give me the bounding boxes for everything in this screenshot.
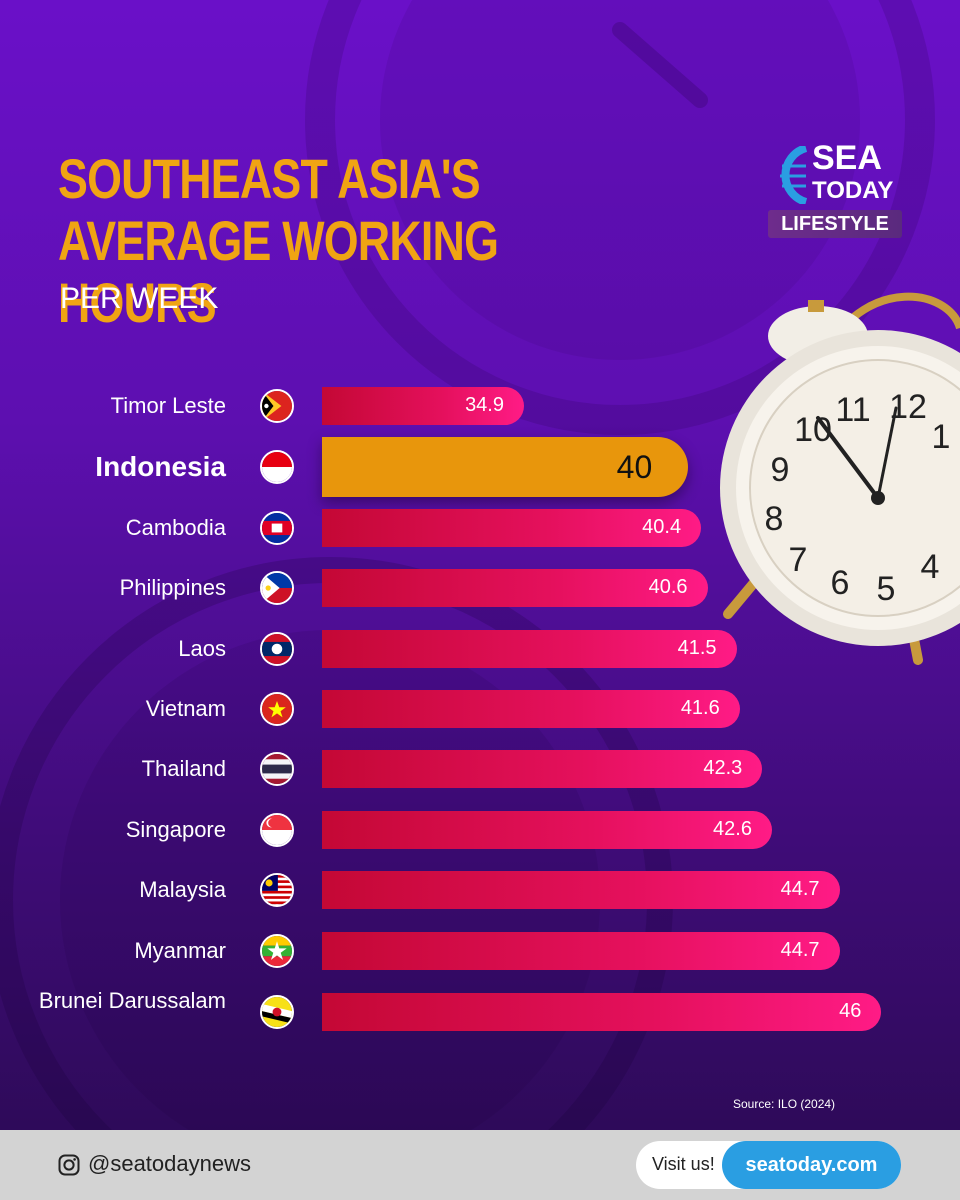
page-title: SOUTHEAST ASIA'S AVERAGE WORKING HOURS [58, 147, 499, 334]
social-handle[interactable]: @seatodaynews [88, 1151, 251, 1176]
svg-text:4: 4 [921, 548, 940, 586]
globe-icon [780, 146, 808, 204]
philippines-flag-icon [260, 571, 294, 605]
svg-text:8: 8 [765, 500, 784, 538]
alarm-clock-illustration: 12 1 10 11 9 8 7 6 5 4 [720, 292, 960, 665]
data-label: 40.4 [642, 516, 682, 538]
data-label: 34.9 [465, 394, 504, 416]
bar [322, 387, 524, 425]
instagram-icon[interactable] [58, 1154, 80, 1176]
category-label: Singapore [125, 817, 226, 842]
data-label: 44.7 [780, 878, 820, 900]
bar [322, 509, 702, 547]
category-label: Philippines [119, 575, 226, 600]
category-label: Indonesia [95, 451, 226, 482]
cambodia-flag-icon [260, 511, 294, 545]
bar [322, 690, 740, 728]
category-label: Cambodia [125, 515, 226, 540]
category-label: Thailand [141, 756, 226, 781]
svg-text:1: 1 [932, 418, 951, 456]
timor-leste-flag-icon [260, 389, 294, 423]
bar [322, 811, 772, 849]
brunei-flag-icon [260, 995, 294, 1029]
category-label: Brunei Darussalam [38, 988, 226, 1013]
data-label: 40.6 [648, 576, 688, 598]
data-label: 44.7 [780, 939, 820, 961]
data-label: 42.6 [713, 818, 752, 840]
category-label: Myanmar [134, 938, 226, 963]
page-subtitle: PER WEEK [60, 282, 219, 315]
visit-us-pill: Visit us! seatoday.com [636, 1141, 901, 1189]
bar [322, 932, 840, 970]
bar [322, 993, 882, 1031]
logo-today-text: TODAY [812, 177, 894, 204]
svg-text:5: 5 [877, 570, 896, 608]
data-label: 42.3 [703, 757, 743, 779]
vietnam-flag-icon [260, 692, 294, 726]
malaysia-flag-icon [260, 873, 294, 907]
bar-chart: Timor Leste 34.9 Indonesia 40 Cambodia 40.4 Ph… [38, 387, 882, 1031]
logo-sea-text: SEA [812, 139, 882, 177]
data-label: 40 [616, 449, 653, 485]
svg-text:11: 11 [835, 391, 870, 429]
category-label: Timor Leste [110, 393, 226, 418]
lifestyle-tag: LIFESTYLE [768, 210, 902, 238]
category-label: Malaysia [139, 877, 226, 902]
website-link-button[interactable]: seatoday.com [722, 1141, 901, 1189]
indonesia-flag-icon [260, 450, 294, 484]
laos-flag-icon [260, 632, 294, 666]
source-note: Source: ILO (2024) [733, 1097, 836, 1111]
category-label: Vietnam [145, 696, 226, 721]
sea-today-logo: SEA TODAY LIFESTYLE [768, 140, 908, 240]
bar [322, 630, 737, 668]
footer-bar: @seatodaynews Visit us! seatoday.com [0, 1130, 960, 1200]
thailand-flag-icon [260, 752, 294, 786]
data-label: 41.5 [677, 637, 717, 659]
bar [322, 569, 708, 607]
svg-text:7: 7 [789, 541, 808, 579]
singapore-flag-icon [260, 813, 294, 847]
bar [322, 871, 840, 909]
svg-text:9: 9 [771, 451, 790, 489]
svg-text:6: 6 [831, 564, 850, 602]
myanmar-flag-icon [260, 934, 294, 968]
data-label: 46 [839, 1000, 862, 1022]
visit-label: Visit us! [652, 1154, 715, 1174]
category-label: Laos [178, 636, 226, 661]
bar [322, 750, 763, 788]
data-label: 41.6 [680, 697, 720, 719]
bar [322, 437, 689, 497]
